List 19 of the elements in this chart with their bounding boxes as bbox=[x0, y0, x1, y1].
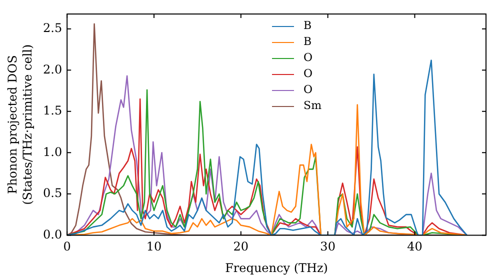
x-tick-label: 40 bbox=[407, 240, 422, 254]
x-tick-label: 0 bbox=[63, 240, 71, 254]
y-tick-label: 2.0 bbox=[42, 62, 62, 76]
legend-label: B bbox=[304, 18, 312, 34]
y-tick-label: 2.5 bbox=[42, 20, 62, 35]
legend-label: Sm bbox=[304, 98, 322, 114]
x-axis-title: Frequency (THz) bbox=[225, 260, 328, 275]
y-tick-label: 0.5 bbox=[42, 186, 62, 200]
y-axis-title: Phonon projected DOS (States/THz·primitive cell) bbox=[6, 44, 35, 205]
x-tick-label: 20 bbox=[233, 240, 249, 254]
y-tick-label: 0.0 bbox=[42, 227, 62, 242]
legend-label: B bbox=[304, 34, 312, 50]
x-tick-label: 30 bbox=[320, 240, 336, 254]
x-tick-label: 10 bbox=[146, 240, 162, 254]
y-tick-label: 1.5 bbox=[42, 104, 62, 118]
legend-label: O bbox=[304, 82, 313, 98]
y-tick-label: 1.0 bbox=[42, 144, 62, 159]
legend-label: O bbox=[304, 50, 313, 66]
legend-label: O bbox=[304, 66, 313, 82]
